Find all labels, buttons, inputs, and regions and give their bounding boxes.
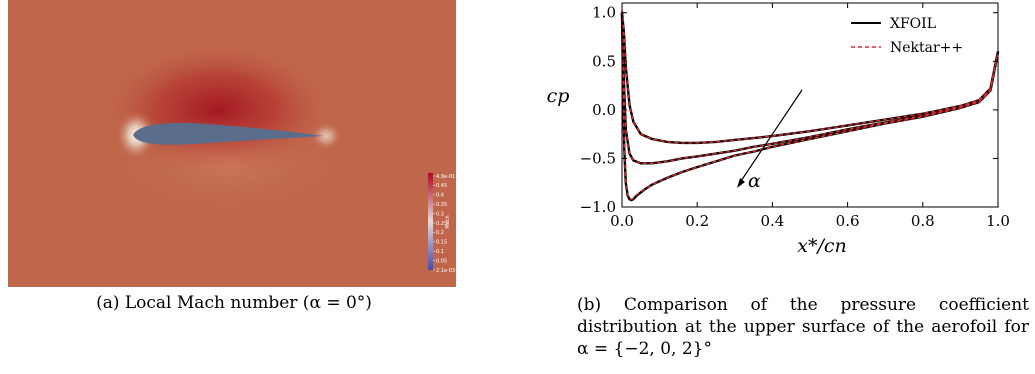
colorbar-tick-label: 0.15 bbox=[436, 240, 447, 246]
series-line-nektar-alpha-2 bbox=[621, 10, 999, 200]
x-tick-label: 0.8 bbox=[911, 212, 935, 230]
colorbar-title: Mach bbox=[445, 215, 451, 228]
x-tick-label: 0.2 bbox=[685, 212, 709, 230]
colorbar-tick-label: 0.4 bbox=[436, 193, 444, 199]
colorbar-tick-label: 0.1 bbox=[436, 249, 444, 255]
x-tick-label: 0.0 bbox=[610, 212, 634, 230]
series-line-nektar-alpha-0 bbox=[621, 10, 999, 164]
y-tick-label: 1.0 bbox=[592, 4, 616, 22]
colorbar-tick-label: 2.1e-03 bbox=[436, 268, 455, 274]
airfoil-shape bbox=[133, 122, 323, 145]
legend: XFOIL Nektar++ bbox=[851, 16, 963, 56]
alpha-arrowhead bbox=[737, 178, 745, 188]
colorbar-tick-label: 0.35 bbox=[436, 202, 447, 208]
x-tick-label: 0.6 bbox=[836, 212, 860, 230]
caption-a: (a) Local Mach number (α = 0°) bbox=[96, 293, 372, 313]
y-tick-label: 0.5 bbox=[592, 52, 616, 70]
x-tick-label: 0.4 bbox=[760, 212, 784, 230]
x-axis-label: x*/cn bbox=[797, 235, 847, 257]
legend-label-nektar: Nektar++ bbox=[890, 40, 963, 56]
colorbar-tick-label: 0.45 bbox=[436, 183, 447, 189]
alpha-label: α bbox=[748, 170, 761, 192]
colorbar-tick-label: 0.25 bbox=[436, 221, 447, 227]
colorbar-tick-label: 0.05 bbox=[436, 258, 447, 264]
colorbar-tick-label: 4.9e-01 bbox=[436, 174, 455, 180]
colorbar-tick-label: 0.3 bbox=[436, 211, 444, 217]
series-line-nektar-alpha--2 bbox=[621, 10, 999, 144]
y-axis-label: cp bbox=[547, 85, 570, 107]
legend-label-xfoil: XFOIL bbox=[890, 16, 936, 32]
cp-chart: 0.0 0.2 0.4 0.6 0.8 1.0 −1.0 −0.5 0.0 0.5 1.0 cp x… bbox=[547, 2, 1010, 257]
mach-field-trailing-edge bbox=[310, 122, 342, 150]
alpha-arrow bbox=[738, 89, 803, 185]
y-tick-label: −1.0 bbox=[580, 198, 616, 216]
series-line-xfoil-alpha-0 bbox=[620, 12, 1000, 165]
series-line-xfoil-alpha--2 bbox=[620, 12, 1000, 145]
caption-b: (b) Comparison of the pressure coefficie… bbox=[577, 295, 1029, 359]
x-tick-label: 1.0 bbox=[986, 212, 1010, 230]
y-tick-label: −0.5 bbox=[580, 149, 616, 167]
y-tick-label: 0.0 bbox=[592, 101, 616, 119]
plot-frame bbox=[621, 2, 999, 208]
mach-contour-plot: 4.9e-01 0.45 0.4 0.35 0.3 0.25 0.2 0.15 0.1 0.05 2… bbox=[8, 0, 456, 287]
colorbar: 4.9e-01 0.45 0.4 0.35 0.3 0.25 0.2 0.15 0.1 0.05 2… bbox=[428, 173, 455, 274]
colorbar-tick-label: 0.2 bbox=[436, 230, 444, 236]
colorbar-gradient bbox=[428, 173, 433, 270]
